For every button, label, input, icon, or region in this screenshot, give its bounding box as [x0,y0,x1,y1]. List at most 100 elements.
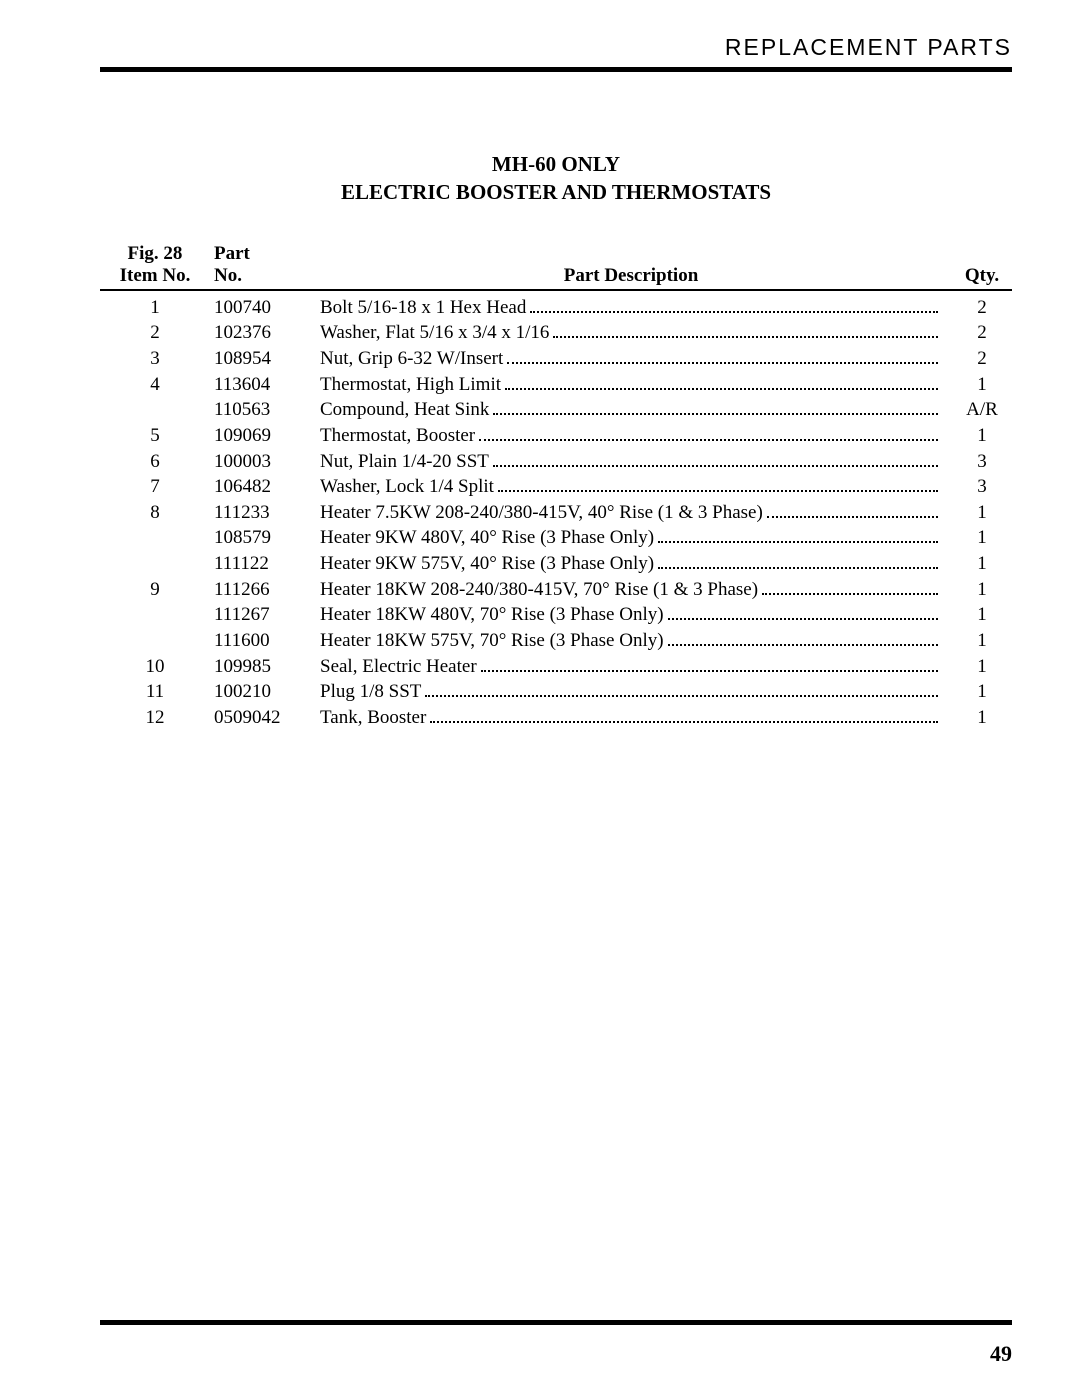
cell-item-no: 10 [100,654,210,680]
table-row: 111267Heater 18KW 480V, 70° Rise (3 Phas… [100,602,1012,628]
description-text: Heater 9KW 480V, 40° Rise (3 Phase Only) [320,525,654,551]
description-text: Heater 7.5KW 208-240/380-415V, 40° Rise … [320,500,763,526]
cell-part-no: 111600 [210,628,310,654]
cell-part-no: 110563 [210,397,310,423]
leader-dots [553,327,938,338]
col-header-item: Fig. 28 Item No. [100,243,210,291]
leader-dots [493,404,938,415]
cell-qty: 1 [952,525,1012,551]
description-text: Tank, Booster [320,705,426,731]
cell-item-no: 11 [100,679,210,705]
col-header-qty: Qty. [952,243,1012,291]
cell-item-no: 3 [100,346,210,372]
cell-description: Heater 18KW 575V, 70° Rise (3 Phase Only… [310,628,952,654]
cell-item-no: 4 [100,372,210,398]
top-rule [100,67,1012,72]
cell-qty: 1 [952,372,1012,398]
table-row: 6100003Nut, Plain 1/4-20 SST3 [100,449,1012,475]
title-block: MH-60 ONLY ELECTRIC BOOSTER AND THERMOST… [100,150,1012,207]
cell-description: Washer, Flat 5/16 x 3/4 x 1/16 [310,320,952,346]
leader-dots [430,712,938,723]
cell-item-no: 9 [100,577,210,603]
cell-description: Heater 9KW 480V, 40° Rise (3 Phase Only) [310,525,952,551]
cell-qty: 1 [952,654,1012,680]
cell-part-no: 111122 [210,551,310,577]
description-text: Plug 1/8 SST [320,679,421,705]
cell-qty: 2 [952,346,1012,372]
description-text: Nut, Plain 1/4-20 SST [320,449,489,475]
parts-table: Fig. 28 Item No. Part No. Part Descripti… [100,243,1012,731]
cell-part-no: 109069 [210,423,310,449]
col-header-part: Part No. [210,243,310,291]
leader-dots [767,506,938,517]
description-text: Heater 18KW 480V, 70° Rise (3 Phase Only… [320,602,664,628]
description-text: Heater 18KW 575V, 70° Rise (3 Phase Only… [320,628,664,654]
cell-description: Tank, Booster [310,705,952,731]
cell-qty: 1 [952,551,1012,577]
cell-qty: 1 [952,577,1012,603]
section-header: REPLACEMENT PARTS [100,34,1012,61]
page: REPLACEMENT PARTS MH-60 ONLY ELECTRIC BO… [0,0,1080,1397]
cell-qty: 3 [952,474,1012,500]
cell-item-no: 2 [100,320,210,346]
table-row: 11100210Plug 1/8 SST1 [100,679,1012,705]
cell-qty: 2 [952,320,1012,346]
cell-description: Heater 9KW 575V, 40° Rise (3 Phase Only) [310,551,952,577]
description-text: Bolt 5/16-18 x 1 Hex Head [320,295,526,321]
leader-dots [425,686,938,697]
cell-description: Compound, Heat Sink [310,397,952,423]
table-row: 8111233Heater 7.5KW 208-240/380-415V, 40… [100,500,1012,526]
table-row: 2102376Washer, Flat 5/16 x 3/4 x 1/162 [100,320,1012,346]
cell-qty: A/R [952,397,1012,423]
leader-dots [505,378,938,389]
cell-item-no: 7 [100,474,210,500]
title-line-2: ELECTRIC BOOSTER AND THERMOSTATS [100,178,1012,206]
cell-item-no: 1 [100,295,210,321]
cell-part-no: 108579 [210,525,310,551]
cell-item-no: 6 [100,449,210,475]
table-row: 111122 Heater 9KW 575V, 40° Rise (3 Phase… [100,551,1012,577]
cell-part-no: 113604 [210,372,310,398]
col-header-description: Part Description [310,243,952,291]
cell-part-no: 111266 [210,577,310,603]
table-row: 9111266 Heater 18KW 208-240/380-415V, 70°… [100,577,1012,603]
cell-qty: 3 [952,449,1012,475]
cell-part-no: 108954 [210,346,310,372]
table-row: 1100740Bolt 5/16-18 x 1 Hex Head2 [100,295,1012,321]
cell-description: Nut, Plain 1/4-20 SST [310,449,952,475]
table-row: 7106482Washer, Lock 1/4 Split3 [100,474,1012,500]
table-row: 111600 Heater 18KW 575V, 70° Rise (3 Phas… [100,628,1012,654]
cell-part-no: 0509042 [210,705,310,731]
cell-part-no: 102376 [210,320,310,346]
cell-part-no: 100740 [210,295,310,321]
leader-dots [668,635,938,646]
cell-description: Seal, Electric Heater [310,654,952,680]
cell-qty: 1 [952,602,1012,628]
leader-dots [493,455,938,466]
table-row: 3108954Nut, Grip 6-32 W/Insert2 [100,346,1012,372]
leader-dots [498,481,938,492]
cell-item-no: 12 [100,705,210,731]
leader-dots [658,532,938,543]
description-text: Seal, Electric Heater [320,654,477,680]
table-header-row: Fig. 28 Item No. Part No. Part Descripti… [100,243,1012,291]
cell-qty: 1 [952,500,1012,526]
bottom-rule [100,1320,1012,1325]
table-row: 5109069Thermostat, Booster1 [100,423,1012,449]
cell-description: Heater 18KW 208-240/380-415V, 70° Rise (… [310,577,952,603]
description-text: Compound, Heat Sink [320,397,489,423]
page-number: 49 [990,1341,1012,1367]
cell-description: Bolt 5/16-18 x 1 Hex Head [310,295,952,321]
cell-description: Nut, Grip 6-32 W/Insert [310,346,952,372]
leader-dots [507,353,938,364]
description-text: Heater 18KW 208-240/380-415V, 70° Rise (… [320,577,758,603]
cell-part-no: 100210 [210,679,310,705]
title-line-1: MH-60 ONLY [100,150,1012,178]
cell-description: Heater 7.5KW 208-240/380-415V, 40° Rise … [310,500,952,526]
leader-dots [668,609,938,620]
leader-dots [479,430,938,441]
leader-dots [762,583,938,594]
description-text: Thermostat, High Limit [320,372,501,398]
table-row: 108579 Heater 9KW 480V, 40° Rise (3 Phase… [100,525,1012,551]
description-text: Heater 9KW 575V, 40° Rise (3 Phase Only) [320,551,654,577]
